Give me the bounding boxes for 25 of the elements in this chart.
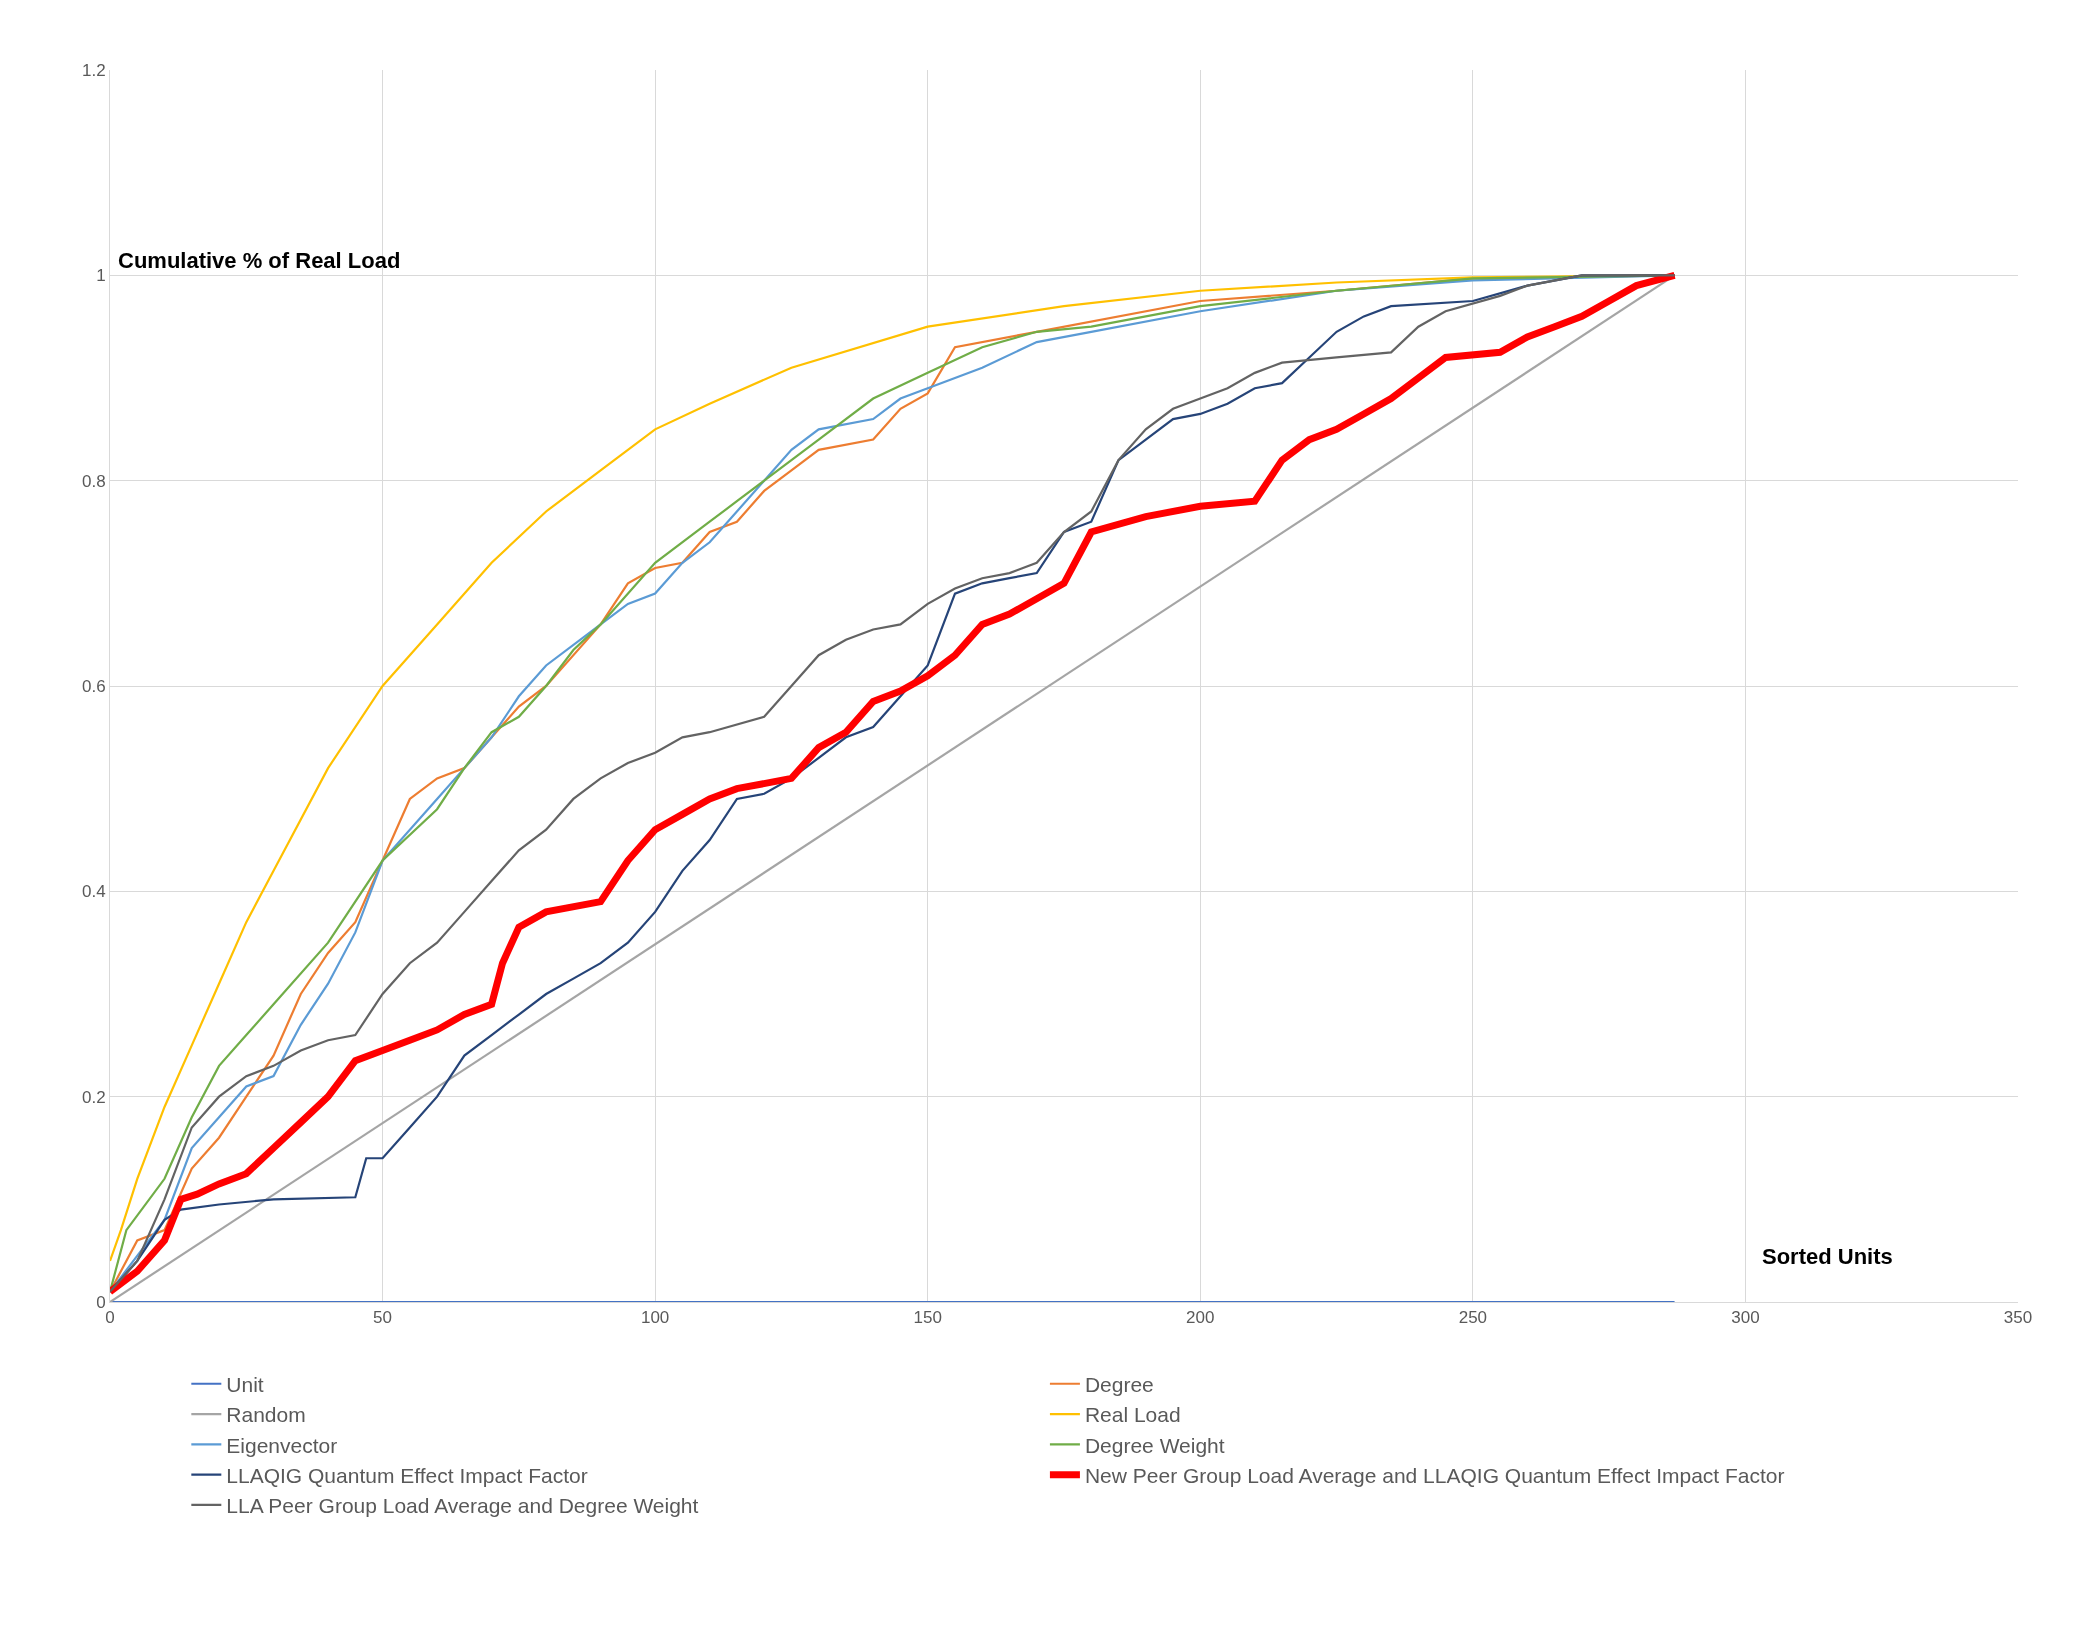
legend-label: Eigenvector [226, 1433, 338, 1457]
x-tick-label: 300 [1731, 1308, 1760, 1328]
legend-label: Degree Weight [1084, 1433, 1225, 1457]
y-tick-label: 0.2 [81, 1087, 106, 1107]
y-tick-label: 1.2 [81, 60, 106, 80]
legend-label: Real Load [1084, 1403, 1181, 1427]
x-tick-label: 150 [913, 1308, 942, 1328]
x-tick-label: 100 [640, 1308, 670, 1328]
x-tick-label: 250 [1458, 1308, 1488, 1328]
legend-label: Random [226, 1403, 306, 1427]
legend-label: Degree [1084, 1372, 1154, 1396]
legend-label: LLAQIG Quantum Effect Impact Factor [226, 1463, 588, 1487]
y-tick-label: 0.6 [81, 676, 106, 696]
x-tick-label: 50 [373, 1308, 393, 1328]
y-tick-label: 0.4 [81, 882, 106, 902]
y-axis-title: Cumulative % of Real Load [118, 248, 401, 273]
y-tick-label: 0 [96, 1292, 106, 1312]
legend-label: LLA Peer Group Load Average and Degree Weight [226, 1494, 699, 1518]
legend-label: Unit [226, 1372, 264, 1396]
y-tick-label: 0.8 [81, 471, 106, 491]
y-tick-label: 1 [96, 266, 106, 286]
x-tick-label: 350 [2003, 1308, 2033, 1328]
x-tick-label: 200 [1186, 1308, 1215, 1328]
x-axis-title: Sorted Units [1762, 1244, 1893, 1269]
legend-label: New Peer Group Load Average and LLAQIG Quantum Effect Impact Factor [1084, 1463, 1785, 1487]
